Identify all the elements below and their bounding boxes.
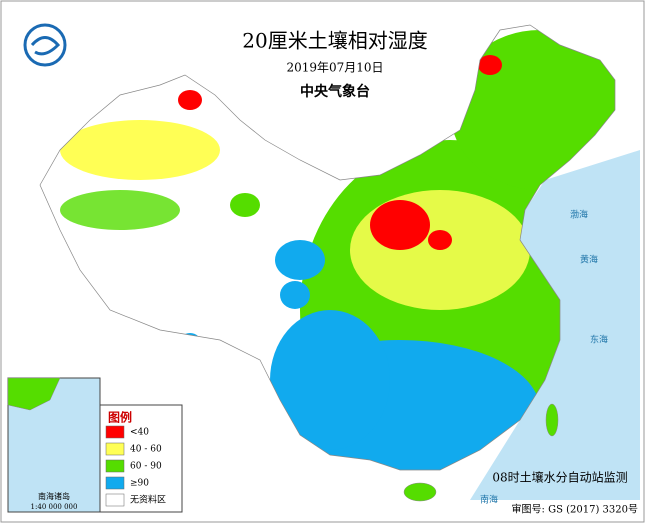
inset-scale: 1:40 000 000: [31, 503, 78, 511]
legend-label: 40 - 60: [130, 445, 162, 455]
issuer: 中央气象台: [300, 83, 370, 100]
sea-label: 黄海: [580, 254, 598, 266]
legend-swatch: [105, 442, 125, 456]
legend-label: ≥90: [130, 479, 149, 489]
hainan: [403, 482, 437, 502]
title: 20厘米土壤相对湿度: [242, 29, 427, 53]
legend-label: <40: [130, 428, 149, 438]
legend-label: 60 - 90: [130, 462, 162, 472]
legend-title: 图例: [108, 410, 132, 425]
logo: [23, 23, 67, 67]
legend-swatch: [105, 459, 125, 473]
approval: 审图号: GS (2017) 3320号: [512, 503, 638, 516]
date: 2019年07月10日: [286, 61, 383, 75]
legend-swatch: [105, 493, 125, 507]
legend: 图例 <40 40 - 60 60 - 90 ≥90 无资料区: [99, 404, 183, 513]
sea-label: 南海: [480, 494, 498, 506]
inset-label: 南海诸岛: [38, 491, 70, 501]
sea-label: 东海: [590, 334, 608, 346]
sea-label: 渤海: [570, 209, 588, 221]
sea: [470, 150, 640, 500]
note: 08时土壤水分自动站监测: [492, 470, 627, 485]
legend-label: 无资料区: [130, 494, 166, 506]
legend-swatch: [105, 425, 125, 439]
inset: 南海诸岛 1:40 000 000: [7, 377, 101, 513]
legend-swatch: [105, 476, 125, 490]
taiwan: [545, 403, 559, 437]
